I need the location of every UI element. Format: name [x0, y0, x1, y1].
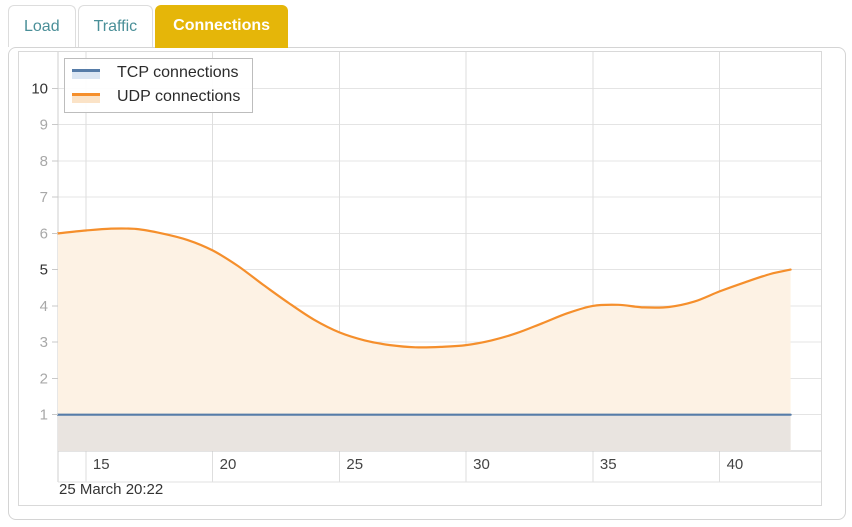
y-tick-label: 10: [31, 80, 48, 97]
x-tick-label: 35: [600, 456, 617, 473]
y-tick-label: 1: [40, 407, 48, 424]
tab-bar: Load Traffic Connections: [8, 5, 289, 48]
y-tick-label: 7: [40, 189, 48, 206]
connections-chart: 1 2 3 4 5 6 7 8 9 10 15 20 25 30 35 40: [31, 52, 821, 483]
tab-load[interactable]: Load: [8, 5, 76, 47]
x-tick-label: 30: [473, 456, 490, 473]
udp-series-swatch-icon: [72, 91, 100, 104]
x-tick-label: 40: [727, 456, 744, 473]
y-tick-label: 5: [40, 262, 48, 279]
legend-item-udp[interactable]: UDP connections: [72, 85, 240, 109]
legend-item-tcp[interactable]: TCP connections: [72, 61, 240, 85]
x-tick-label: 25: [346, 456, 363, 473]
udp-area: [58, 228, 791, 451]
udp-line: [56, 227, 792, 349]
x-tick-label: 20: [220, 456, 237, 473]
tab-traffic[interactable]: Traffic: [77, 5, 154, 47]
y-tick-label: 4: [40, 298, 48, 315]
legend-label-udp: UDP connections: [117, 88, 241, 105]
y-tick-label: 9: [40, 117, 48, 134]
x-tick-label: 15: [93, 456, 110, 473]
chart-panel: 1 2 3 4 5 6 7 8 9 10 15 20 25 30 35 40 TCP connections …: [8, 47, 846, 520]
chart-legend: TCP connections UDP connections: [64, 58, 254, 113]
y-tick-label: 6: [40, 225, 48, 242]
y-tick-label: 8: [40, 153, 48, 170]
tab-connections[interactable]: Connections: [155, 5, 289, 48]
y-tick-label: 2: [40, 370, 48, 387]
chart-container: 1 2 3 4 5 6 7 8 9 10 15 20 25 30 35 40 TCP connections …: [18, 51, 822, 506]
legend-label-tcp: TCP connections: [117, 64, 239, 81]
y-tick-label: 3: [40, 334, 48, 351]
chart-date-range-label: 25 March 20:22: [59, 481, 164, 498]
tcp-area: [58, 414, 791, 451]
tcp-series-swatch-icon: [72, 67, 100, 80]
